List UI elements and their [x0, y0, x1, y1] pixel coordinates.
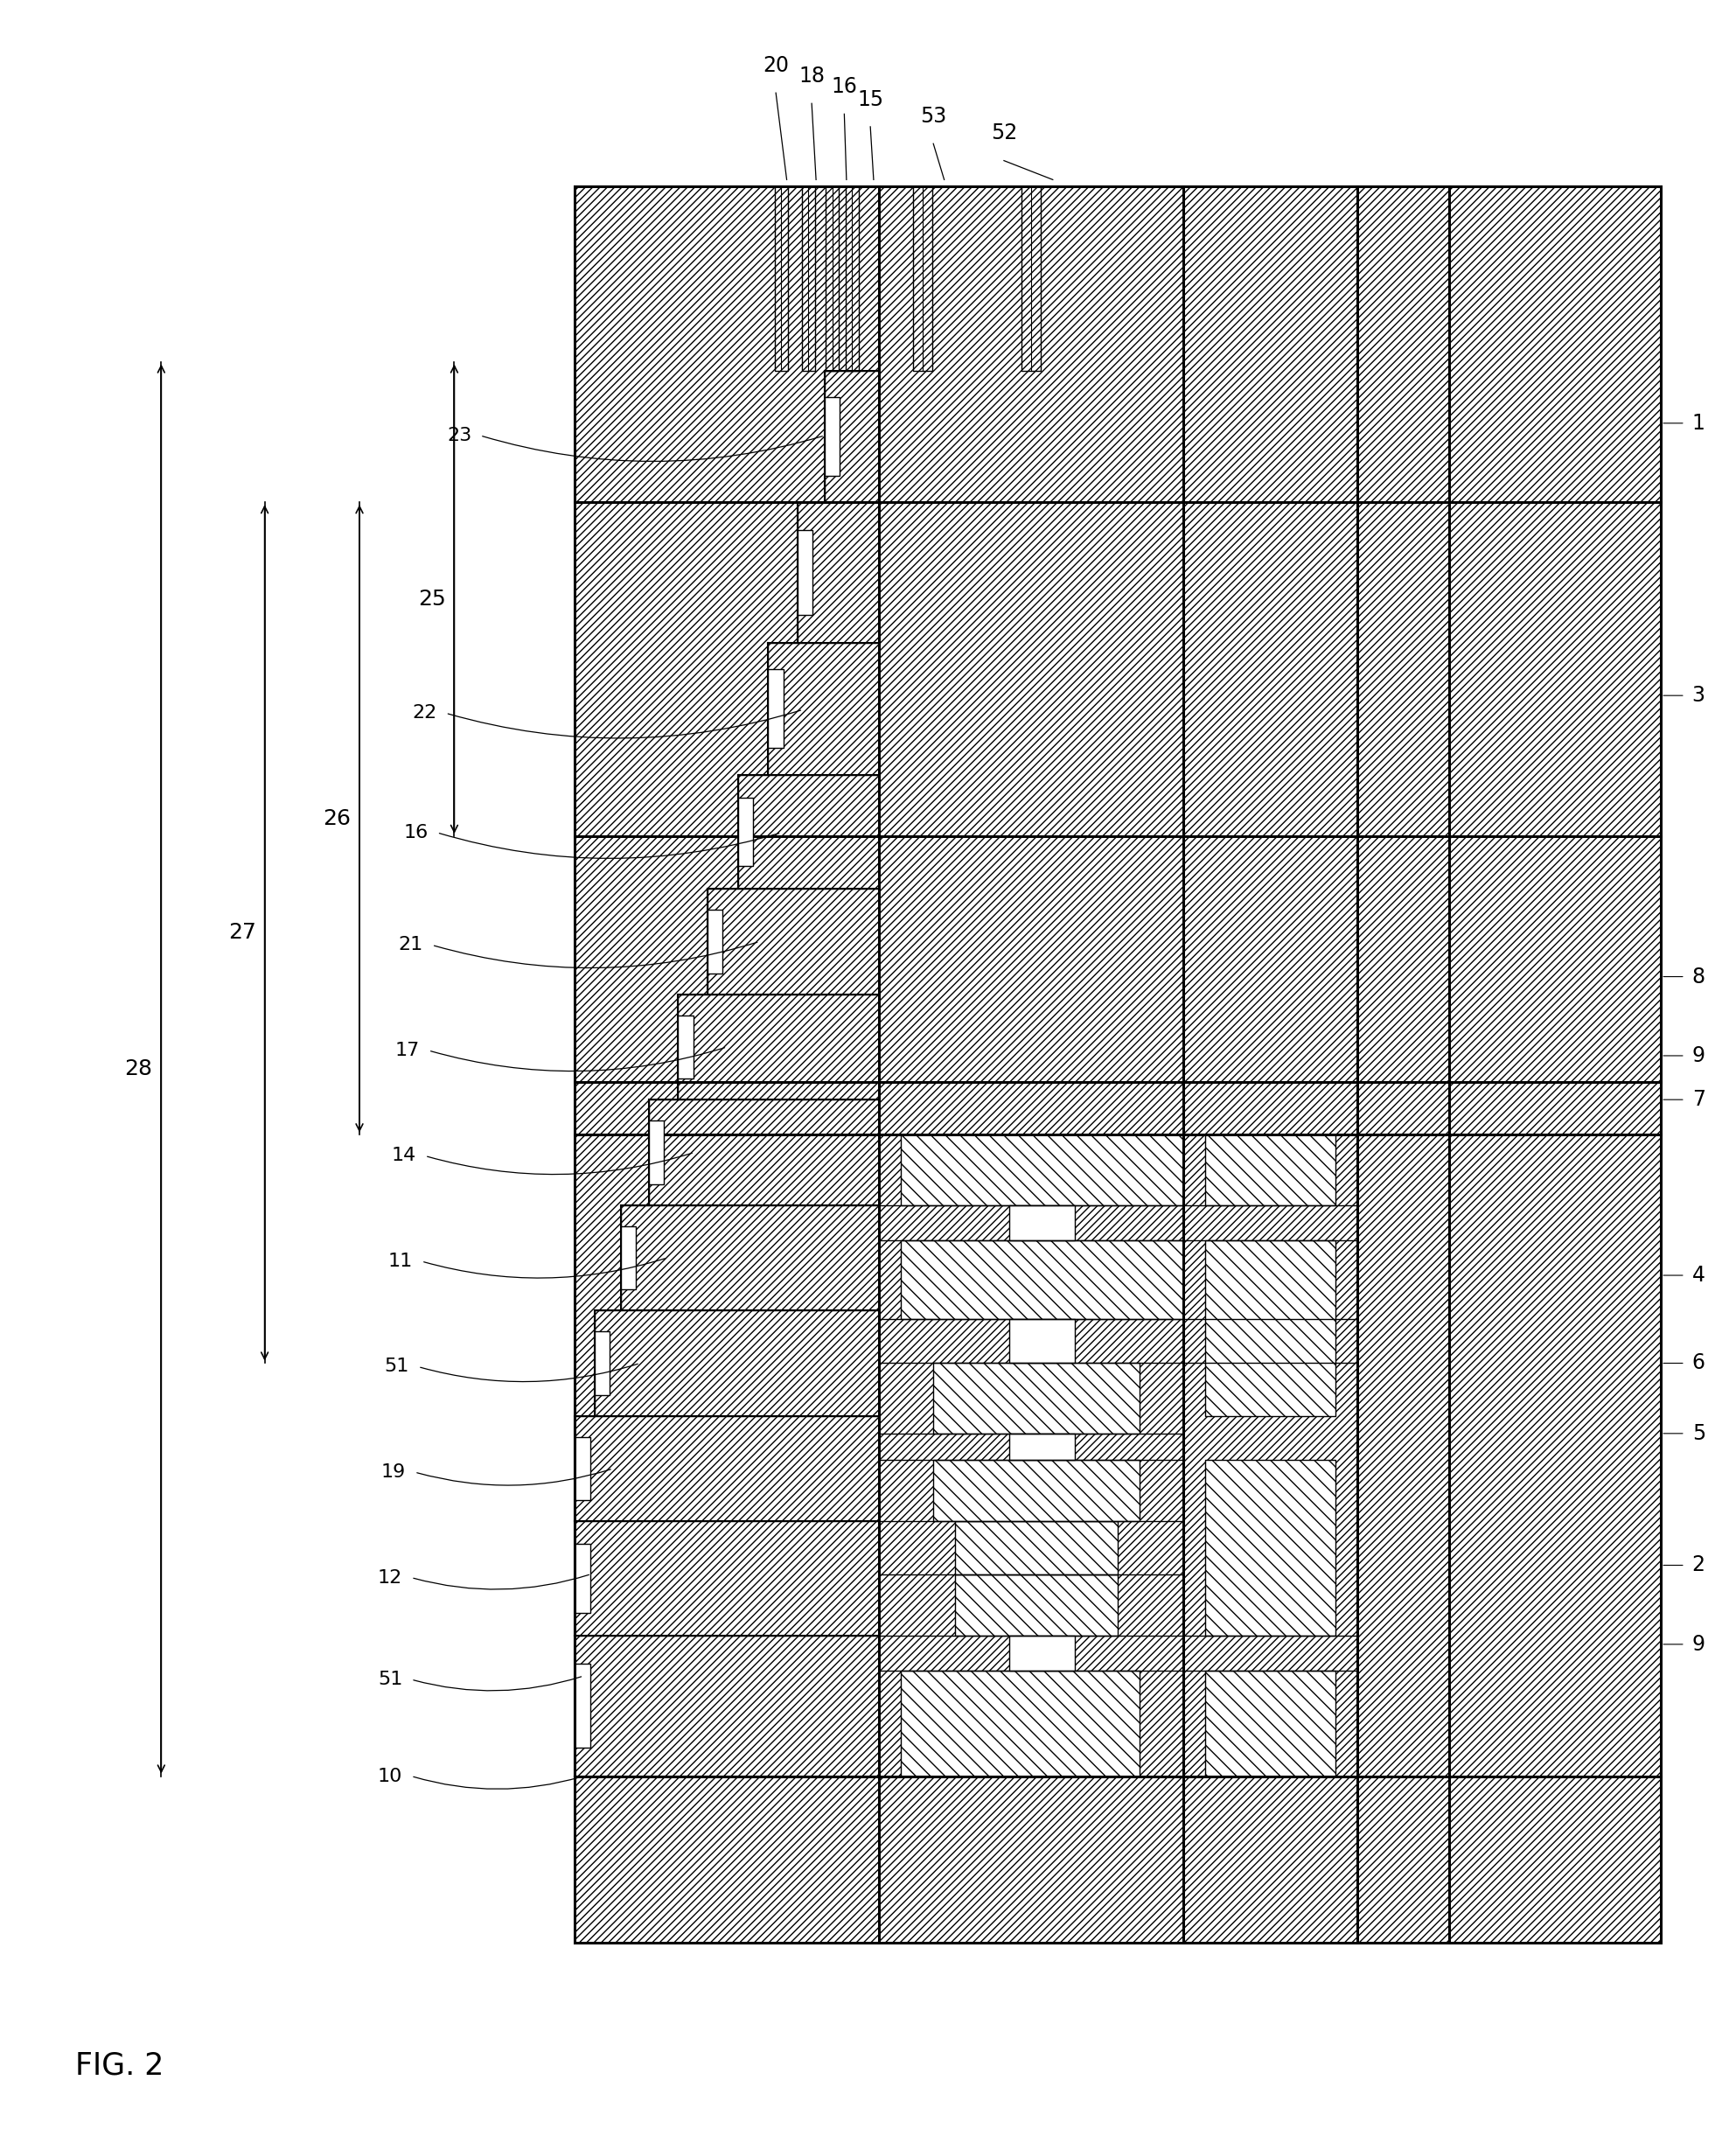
Text: 51: 51: [385, 1358, 410, 1375]
Text: 16: 16: [832, 77, 858, 98]
Bar: [1021, 185, 1042, 370]
Text: 2: 2: [1693, 1554, 1705, 1575]
Text: 11: 11: [389, 1252, 413, 1271]
Bar: [594, 1331, 609, 1394]
Text: 28: 28: [125, 1058, 153, 1079]
Text: 4: 4: [1693, 1265, 1705, 1286]
Text: 26: 26: [323, 809, 351, 828]
Bar: [620, 1226, 635, 1290]
Text: 6: 6: [1693, 1352, 1705, 1373]
Text: 20: 20: [762, 55, 788, 77]
Bar: [738, 798, 753, 867]
Text: 9: 9: [1693, 1045, 1705, 1067]
Text: 9: 9: [1693, 1633, 1705, 1654]
Bar: [825, 370, 878, 502]
Bar: [901, 1241, 1184, 1320]
Text: 1: 1: [1693, 413, 1705, 434]
Bar: [845, 185, 858, 370]
Text: 52: 52: [991, 123, 1017, 143]
Text: 17: 17: [396, 1041, 420, 1060]
Text: 19: 19: [382, 1463, 406, 1482]
Bar: [901, 1135, 1184, 1205]
Bar: [575, 1544, 590, 1612]
Bar: [955, 1522, 1118, 1573]
Text: 5: 5: [1693, 1422, 1705, 1443]
Bar: [826, 185, 838, 370]
Bar: [1009, 1635, 1075, 1671]
Bar: [575, 1437, 590, 1501]
Text: 16: 16: [404, 824, 429, 841]
Bar: [594, 1311, 878, 1416]
Text: 8: 8: [1693, 967, 1705, 988]
Bar: [575, 1522, 878, 1635]
Bar: [575, 185, 1661, 1944]
Text: 14: 14: [392, 1148, 417, 1165]
Bar: [769, 669, 783, 747]
Bar: [774, 185, 788, 370]
Bar: [825, 396, 840, 477]
Bar: [797, 502, 878, 643]
Bar: [679, 994, 878, 1101]
Text: 23: 23: [446, 426, 472, 445]
Text: FIG. 2: FIG. 2: [75, 2050, 163, 2080]
Bar: [1205, 1460, 1335, 1635]
Bar: [575, 1663, 590, 1748]
Text: 10: 10: [378, 1767, 403, 1784]
Bar: [913, 185, 932, 370]
Bar: [575, 1416, 878, 1522]
Text: 27: 27: [227, 922, 255, 943]
Text: 3: 3: [1693, 686, 1705, 707]
Text: 21: 21: [399, 937, 424, 954]
Bar: [1205, 1135, 1335, 1205]
Bar: [802, 185, 814, 370]
Bar: [1009, 1320, 1075, 1363]
Bar: [901, 1671, 1139, 1776]
Bar: [679, 1016, 693, 1079]
Text: 25: 25: [418, 588, 446, 609]
Bar: [620, 1205, 878, 1311]
Bar: [649, 1120, 663, 1184]
Bar: [575, 1635, 878, 1776]
Text: 53: 53: [920, 106, 946, 128]
Text: 18: 18: [799, 66, 825, 87]
Bar: [1205, 1241, 1335, 1416]
Bar: [708, 909, 722, 973]
Text: 22: 22: [413, 705, 437, 722]
Bar: [934, 1460, 1139, 1522]
Bar: [738, 775, 878, 888]
Bar: [708, 888, 878, 994]
Bar: [955, 1573, 1118, 1635]
Bar: [1009, 1205, 1075, 1241]
Text: 7: 7: [1693, 1090, 1705, 1109]
Bar: [1009, 1433, 1075, 1460]
Bar: [649, 1101, 878, 1205]
Text: 15: 15: [858, 89, 884, 111]
Bar: [1205, 1671, 1335, 1776]
Bar: [934, 1363, 1139, 1433]
Bar: [769, 643, 878, 775]
Bar: [575, 185, 1661, 1944]
Bar: [797, 530, 812, 615]
Text: 51: 51: [378, 1671, 403, 1688]
Text: 12: 12: [378, 1569, 403, 1586]
